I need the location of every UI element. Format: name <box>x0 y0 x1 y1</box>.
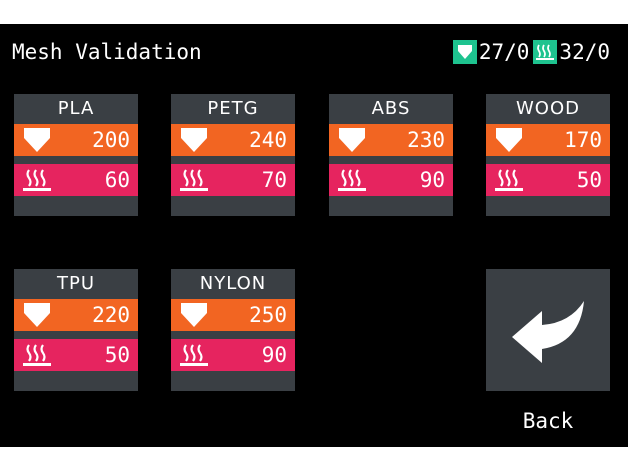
bed-temp: 90 <box>261 343 287 367</box>
bed-row: 50 <box>14 339 138 371</box>
nozzle-icon <box>177 302 211 328</box>
heatbed-icon <box>335 167 369 193</box>
bed-temp: 70 <box>261 168 287 192</box>
nozzle-icon <box>20 302 54 328</box>
material-card-nylon[interactable]: NYLON 250 90 <box>171 269 295 391</box>
material-card-petg[interactable]: PETG 240 70 <box>171 94 295 216</box>
nozzle-row: 200 <box>14 124 138 156</box>
material-card-abs[interactable]: ABS 230 90 <box>329 94 453 216</box>
material-name: TPU <box>56 273 96 294</box>
temperature-status: 27/0 32/0 <box>452 38 614 66</box>
heatbed-icon <box>492 167 526 193</box>
material-card-pla[interactable]: PLA 200 60 <box>14 94 138 216</box>
material-name: ABS <box>371 98 411 119</box>
nozzle-temp: 230 <box>407 128 445 152</box>
bed-row: 50 <box>486 164 610 196</box>
material-name: NYLON <box>199 273 267 294</box>
back-button[interactable] <box>486 269 610 391</box>
bed-row: 90 <box>171 339 295 371</box>
bed-temp: 50 <box>576 168 602 192</box>
material-card-tpu[interactable]: TPU 220 50 <box>14 269 138 391</box>
back-label[interactable]: Back <box>522 409 574 433</box>
heatbed-icon <box>20 342 54 368</box>
heatbed-icon <box>20 167 54 193</box>
material-name: PLA <box>57 98 95 119</box>
material-name: WOOD <box>516 98 580 119</box>
nozzle-icon <box>177 127 211 153</box>
bed-temp: 50 <box>104 343 130 367</box>
bed-temperature: 32/0 <box>559 40 610 64</box>
bed-row: 60 <box>14 164 138 196</box>
nozzle-row: 250 <box>171 299 295 331</box>
page-title: Mesh Validation <box>12 40 202 64</box>
bed-temp: 90 <box>419 168 445 192</box>
bed-row: 90 <box>329 164 453 196</box>
nozzle-row: 230 <box>329 124 453 156</box>
nozzle-row: 240 <box>171 124 295 156</box>
printer-screen: Mesh Validation 27/0 32/0 PLA 200 <box>0 24 628 447</box>
nozzle-temp: 240 <box>249 128 287 152</box>
back-arrow-icon <box>512 301 584 363</box>
nozzle-temp: 200 <box>92 128 130 152</box>
nozzle-temp: 170 <box>564 128 602 152</box>
bed-temp: 60 <box>104 168 130 192</box>
nozzle-icon <box>335 127 369 153</box>
heatbed-icon <box>177 167 211 193</box>
material-name: PETG <box>207 98 259 119</box>
bed-row: 70 <box>171 164 295 196</box>
nozzle-temperature: 27/0 <box>478 40 530 64</box>
nozzle-row: 170 <box>486 124 610 156</box>
nozzle-temp: 220 <box>92 303 130 327</box>
heatbed-icon <box>533 40 558 64</box>
heatbed-icon <box>177 342 211 368</box>
nozzle-icon <box>20 127 54 153</box>
material-card-wood[interactable]: WOOD 170 50 <box>486 94 610 216</box>
nozzle-icon <box>492 127 526 153</box>
nozzle-icon <box>452 40 477 64</box>
nozzle-row: 220 <box>14 299 138 331</box>
nozzle-temp: 250 <box>249 303 287 327</box>
